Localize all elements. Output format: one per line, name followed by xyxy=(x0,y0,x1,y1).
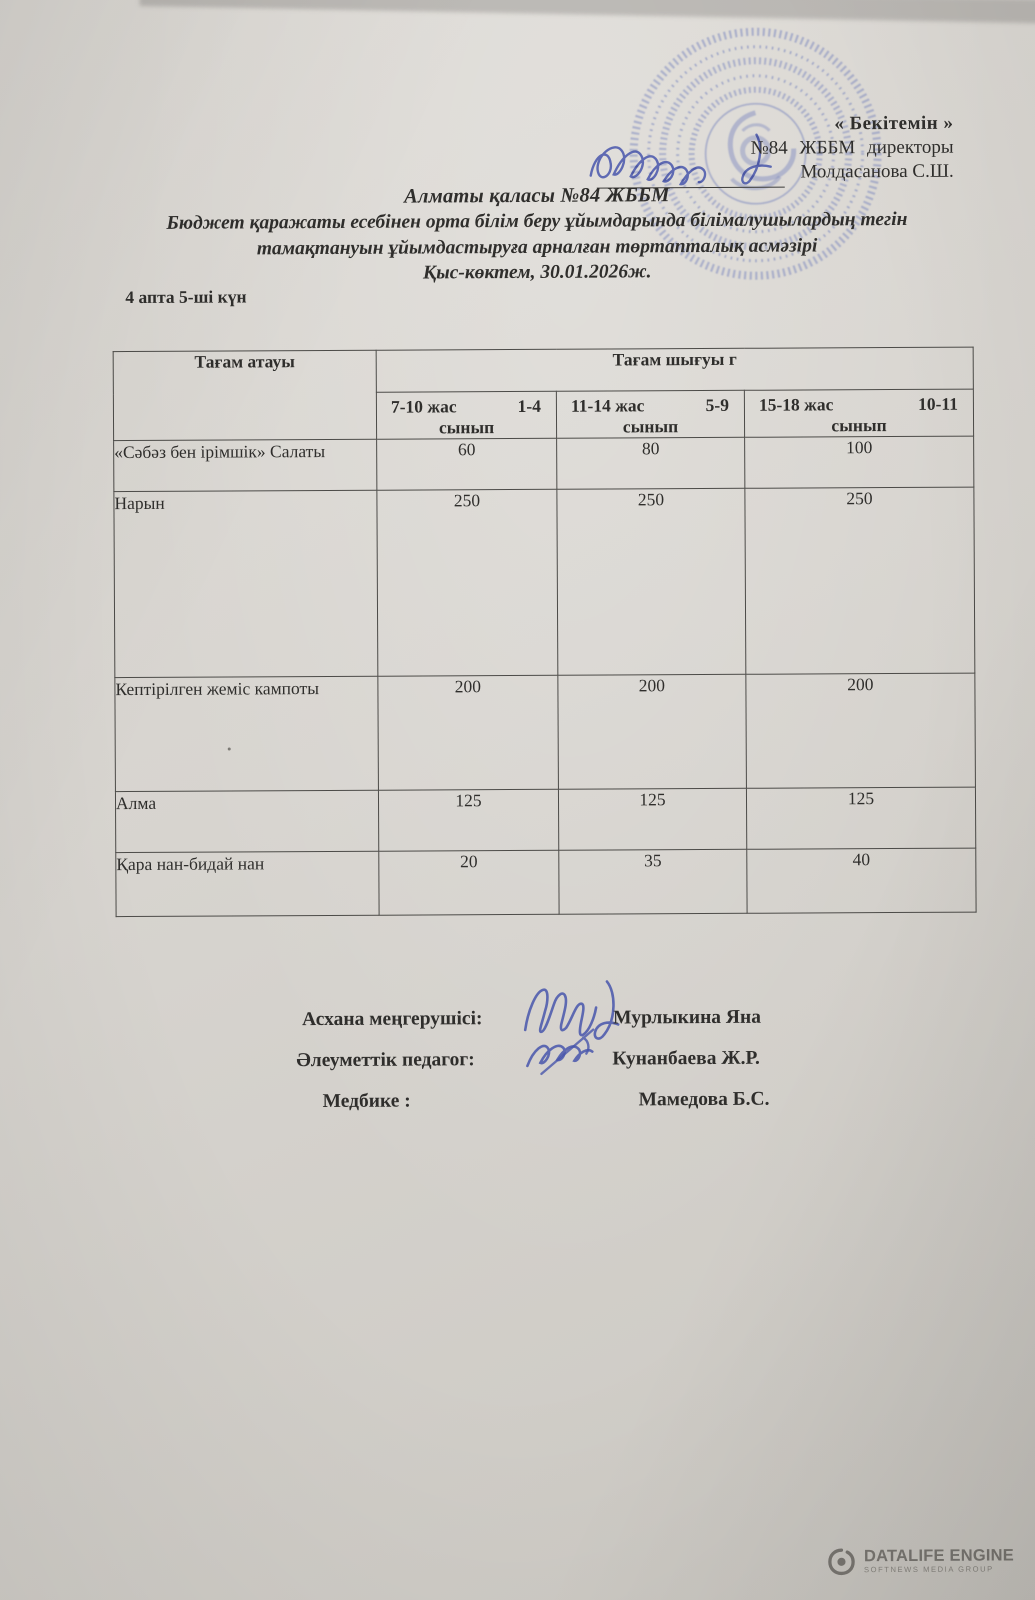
grams-10-11: 125 xyxy=(746,787,976,850)
director-signature xyxy=(589,133,772,186)
table-row: Алма 125 125 125 xyxy=(115,787,976,853)
grams-5-9: 250 xyxy=(556,488,746,676)
grams-1-4: 125 xyxy=(378,789,559,852)
table-row: Қара нан-бидай нан 20 35 40 xyxy=(115,848,977,917)
grams-10-11: 100 xyxy=(744,436,974,489)
grade-range: 5-9 xyxy=(705,394,729,416)
grams-1-4: 200 xyxy=(377,675,559,791)
role-canteen-manager: Асхана меңгерушісі: xyxy=(302,1008,483,1031)
header-age-group-1: 7-10 жас 1-4 сынып xyxy=(376,391,557,440)
canteen-manager-signature xyxy=(523,980,620,1040)
class-word: сынып xyxy=(438,417,495,438)
datalife-engine-logo-icon xyxy=(828,1548,855,1576)
table-row: Нарын 250 250 250 xyxy=(113,487,975,678)
age-range: 7-10 жас xyxy=(390,396,457,417)
header-dish-output: Тағам шығуы г xyxy=(376,347,974,393)
ink-dot xyxy=(227,747,231,751)
director-title: №84 ЖББМ директоры xyxy=(750,136,954,159)
name-nurse: Мамедова Б.С. xyxy=(638,1088,770,1111)
age-range: 11-14 жас xyxy=(570,395,645,416)
grams-5-9: 80 xyxy=(556,437,745,490)
approval-block: « Бекітемін » №84 ЖББМ директоры Молдаса… xyxy=(750,112,954,185)
grams-1-4: 20 xyxy=(378,850,560,916)
age-range: 15-18 жас xyxy=(758,394,834,415)
grams-5-9: 35 xyxy=(558,849,748,915)
header-age-group-2: 11-14 жас 5-9 сынып xyxy=(556,390,745,439)
role-social-pedagogue: Әлеуметтік педагог: xyxy=(296,1049,475,1072)
grams-5-9: 125 xyxy=(558,788,747,851)
table-row: Кептірілген жеміс кампоты 200 200 200 xyxy=(114,673,976,792)
school-stamp-seal xyxy=(629,27,882,280)
watermark-text: DATALIFE ENGINE SOFTNEWS MEDIA GROUP xyxy=(863,1546,1014,1575)
watermark-subtitle: SOFTNEWS MEDIA GROUP xyxy=(864,1564,994,1575)
approve-label: « Бекітемін » xyxy=(834,112,954,135)
class-word: сынып xyxy=(831,415,887,436)
social-pedagogue-signature xyxy=(526,1028,595,1076)
menu-table: Тағам атауы Тағам шығуы г 7-10 жас 1-4 сы… xyxy=(113,347,977,918)
datalife-engine-watermark: DATALIFE ENGINE SOFTNEWS MEDIA GROUP xyxy=(826,1545,1014,1577)
name-canteen-manager: Мурлыкина Яна xyxy=(613,1006,762,1029)
grams-1-4: 60 xyxy=(376,438,557,491)
title-line-budget: Бюджет қаражаты есебінен орта білім беру… xyxy=(166,208,908,234)
grams-1-4: 250 xyxy=(376,489,558,677)
header-age-group-3: 15-18 жас 10-11 сынып xyxy=(744,389,974,438)
dish-name: Нарын xyxy=(113,490,378,678)
document-title: Алматы қаласы №84 ЖББМ Бюджет қаражаты е… xyxy=(42,180,1033,288)
dish-name: «Сәбәз бен ірімшік» Салаты xyxy=(113,439,377,492)
table-row: «Сәбәз бен ірімшік» Салаты 60 80 100 xyxy=(113,436,974,492)
header-dish-name: Тағам атауы xyxy=(113,350,377,441)
grams-10-11: 200 xyxy=(745,673,976,789)
dish-name: Кептірілген жеміс кампоты xyxy=(114,676,379,792)
table-header-row-1: Тағам атауы Тағам шығуы г xyxy=(113,347,974,441)
name-social-pedagogue: Кунанбаева Ж.Р. xyxy=(612,1047,760,1070)
title-line-season-date: Қыс-көктем, 30.01.2026ж. xyxy=(422,261,652,284)
week-day-label: 4 апта 5-ші күн xyxy=(125,286,247,308)
dish-name: Алма xyxy=(115,790,379,853)
grams-10-11: 40 xyxy=(746,848,977,914)
grade-range: 10-11 xyxy=(918,393,958,414)
dish-name: Қара нан-бидай нан xyxy=(115,851,380,917)
grams-5-9: 200 xyxy=(557,674,747,790)
grams-10-11: 250 xyxy=(744,487,975,675)
role-nurse: Медбике : xyxy=(322,1090,411,1113)
watermark-brand: DATALIFE ENGINE xyxy=(863,1546,1014,1566)
class-word: сынып xyxy=(622,416,679,437)
grade-range: 1-4 xyxy=(517,395,541,416)
